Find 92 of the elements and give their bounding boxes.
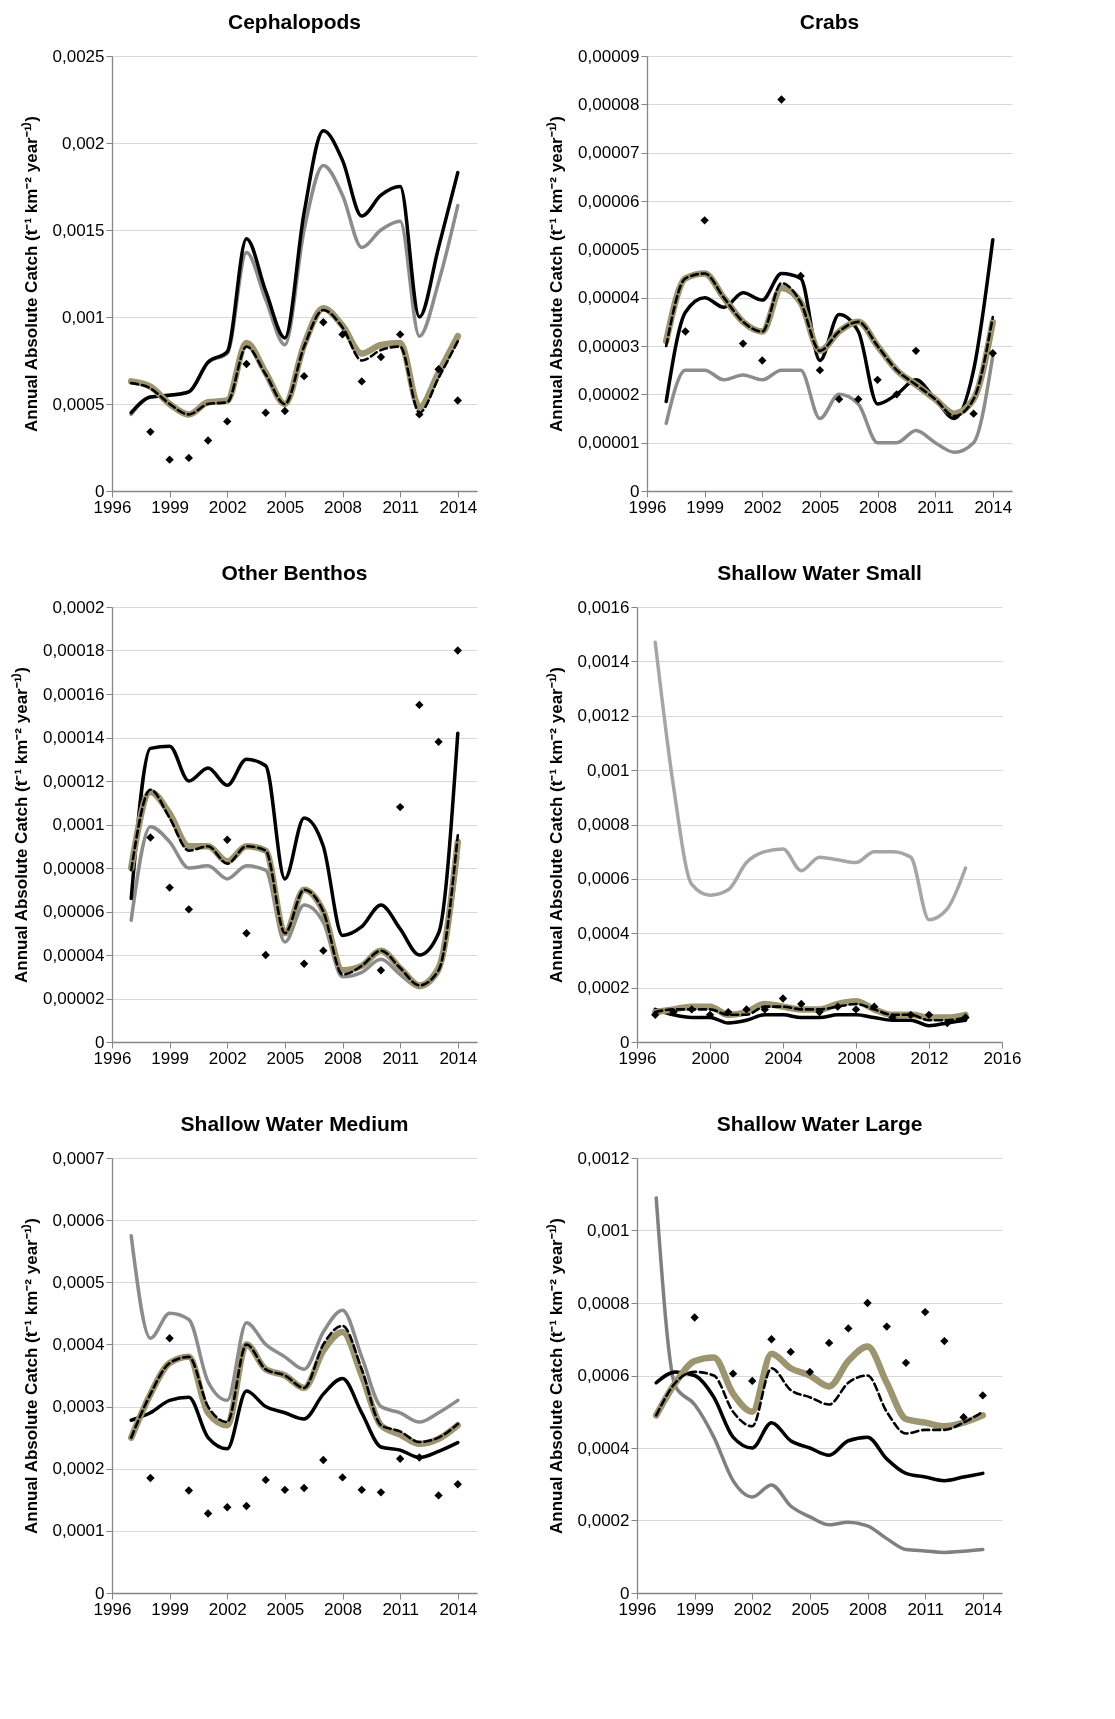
y-tick-label: 0,0002 <box>52 1459 105 1479</box>
y-tick-label: 0,0014 <box>577 651 630 671</box>
y-tick-label: 0,0004 <box>52 1334 105 1354</box>
x-tick-label: 2002 <box>208 497 247 517</box>
x-tick-label: 2011 <box>382 497 419 517</box>
x-tick-label: 2002 <box>743 497 782 517</box>
x-tick-label: 2012 <box>910 1048 949 1068</box>
x-tick-label: 2005 <box>266 1599 305 1619</box>
y-tick-label: 0,00008 <box>43 858 105 878</box>
y-tick-label: 0,00009 <box>578 46 640 66</box>
x-tick-label: 2011 <box>917 497 954 517</box>
x-tick-label: 2011 <box>907 1599 944 1619</box>
y-tick-label: 0,00018 <box>43 641 105 660</box>
x-tick-label: 2014 <box>964 1599 1003 1619</box>
y-tick-label: 0,00006 <box>578 191 640 211</box>
x-tick-label: 2008 <box>324 497 362 517</box>
chart-title: Shallow Water Small <box>717 561 922 584</box>
x-tick-label: 2014 <box>974 497 1013 517</box>
x-tick-label: 2002 <box>208 1048 247 1068</box>
chart-title: Cephalopods <box>227 10 362 33</box>
y-tick-label: 0,001 <box>586 760 630 780</box>
y-tick-label: 0,00006 <box>43 902 105 921</box>
y-tick-label: 0,0002 <box>52 597 105 617</box>
y-axis-title: Annual Absolute Catch (t⁻¹ km⁻² year⁻¹⁾) <box>546 115 567 433</box>
y-tick-label: 0,0007 <box>52 1148 105 1168</box>
y-tick-label: 0,00008 <box>578 94 640 114</box>
y-tick-label: 0,0008 <box>577 1293 630 1313</box>
y-axis-title: Annual Absolute Catch (t⁻¹ km⁻² year⁻¹⁾) <box>545 666 566 984</box>
y-tick-label: 0,0006 <box>52 1210 105 1230</box>
y-tick-label: 0,0004 <box>577 923 630 943</box>
y-tick-label: 0,00007 <box>578 143 640 163</box>
x-tick-label: 1999 <box>151 1048 190 1068</box>
y-tick-label: 0,0001 <box>52 815 105 834</box>
y-tick-label: 0,00012 <box>43 771 105 791</box>
y-tick-label: 0,00001 <box>578 433 640 453</box>
chart-title: Other Benthos <box>221 561 368 584</box>
x-tick-label: 2014 <box>439 1048 478 1068</box>
y-tick-label: 0,001 <box>586 1221 630 1240</box>
y-tick-label: 0,0005 <box>52 394 105 414</box>
x-tick-label: 1999 <box>686 497 725 517</box>
y-tick-label: 0,00016 <box>43 684 105 704</box>
y-tick-label: 0,0006 <box>577 869 630 889</box>
x-tick-label: 2004 <box>764 1048 803 1068</box>
y-tick-label: 0,0003 <box>52 1397 105 1417</box>
x-tick-label: 2005 <box>791 1599 830 1619</box>
chart-title: Crabs <box>799 10 860 33</box>
y-tick-label: 0,00014 <box>43 728 105 747</box>
y-tick-label: 0,0001 <box>52 1521 105 1541</box>
x-tick-label: 2008 <box>324 1599 362 1619</box>
y-tick-label: 0,00004 <box>578 288 640 308</box>
y-tick-label: 0,0015 <box>52 220 105 240</box>
x-tick-label: 2005 <box>266 497 305 517</box>
y-axis-title: Annual Absolute Catch (t⁻¹ km⁻² year⁻¹⁾) <box>11 666 32 984</box>
x-tick-label: 2002 <box>733 1599 772 1619</box>
y-tick-label: 0,0006 <box>577 1366 630 1385</box>
y-tick-label: 0,00002 <box>43 989 105 1008</box>
x-tick-label: 2008 <box>849 1599 887 1619</box>
x-tick-label: 2016 <box>983 1048 1022 1068</box>
x-tick-label: 2014 <box>439 1599 478 1619</box>
x-tick-label: 2008 <box>324 1048 362 1068</box>
x-tick-label: 1999 <box>151 1599 190 1619</box>
x-tick-label: 1999 <box>151 497 190 517</box>
x-tick-label: 2005 <box>801 497 840 517</box>
y-tick-label: 0,0012 <box>577 706 630 726</box>
y-axis-title: Annual Absolute Catch (t⁻¹ km⁻² year⁻¹⁾) <box>545 1217 566 1535</box>
y-tick-label: 0,00002 <box>578 384 640 404</box>
x-tick-label: 2002 <box>208 1599 247 1619</box>
y-tick-label: 0,0016 <box>577 597 630 617</box>
y-tick-label: 0,0008 <box>577 815 630 834</box>
y-tick-label: 0,0012 <box>577 1148 630 1168</box>
y-tick-label: 0,002 <box>61 133 105 153</box>
y-tick-label: 0,00003 <box>578 336 640 356</box>
x-tick-label: 2008 <box>859 497 897 517</box>
y-tick-label: 0,00004 <box>43 945 105 965</box>
x-tick-label: 2011 <box>382 1048 419 1068</box>
y-tick-label: 0,0002 <box>577 978 630 998</box>
y-tick-label: 0,0005 <box>52 1272 105 1292</box>
x-tick-label: 2008 <box>837 1048 876 1068</box>
y-tick-label: 0,0025 <box>52 46 105 66</box>
chart-title: Shallow Water Medium <box>180 1112 409 1135</box>
x-tick-label: 2014 <box>439 497 478 517</box>
x-tick-label: 2005 <box>266 1048 305 1068</box>
x-tick-label: 1999 <box>676 1599 715 1619</box>
y-tick-label: 0,0002 <box>577 1511 630 1530</box>
chart-title: Shallow Water Large <box>716 1112 923 1135</box>
y-axis-title: Annual Absolute Catch (t⁻¹ km⁻² year⁻¹⁾) <box>20 1217 41 1535</box>
x-tick-label: 2011 <box>382 1599 419 1619</box>
x-tick-label: 2000 <box>691 1048 730 1068</box>
y-tick-label: 0,001 <box>61 307 105 327</box>
y-tick-label: 0,0004 <box>577 1438 630 1458</box>
y-axis-title: Annual Absolute Catch (t⁻¹ km⁻² year⁻¹⁾) <box>20 115 41 433</box>
y-tick-label: 0,00005 <box>578 239 640 259</box>
